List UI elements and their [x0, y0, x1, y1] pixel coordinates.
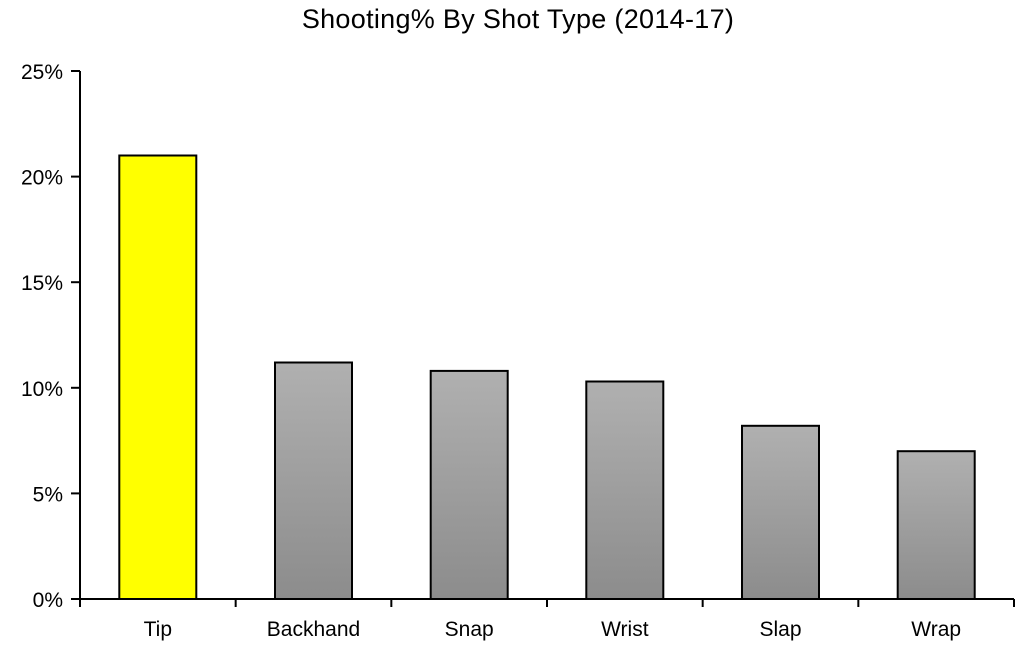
y-tick-label: 5%: [33, 483, 63, 506]
bar-tip: [118, 154, 198, 600]
y-tick-label: 20%: [21, 167, 63, 190]
bar-slap: [741, 424, 820, 600]
bar-wrist: [585, 380, 665, 600]
x-tick-label: Wrist: [601, 618, 649, 641]
y-tick-label: 15%: [21, 272, 63, 295]
x-tick-label: Tip: [144, 618, 172, 641]
bar-wrap: [896, 450, 976, 601]
bar-backhand: [274, 361, 353, 600]
labels-layer: 0% 5% 10% 15% 20% 25% Tip Backhand Snap Wrist Slap…: [21, 61, 961, 641]
x-tick-label: Backhand: [267, 618, 360, 641]
x-tick-label: Wrap: [911, 618, 961, 641]
bar-snap: [429, 369, 509, 600]
axes-layer: [71, 70, 1015, 607]
y-tick-label: 0%: [33, 589, 63, 612]
x-tick-label: Snap: [445, 618, 494, 641]
y-tick-label: 25%: [21, 61, 63, 84]
bars-layer: [118, 154, 976, 601]
chart-title: Shooting% By Shot Type (2014-17): [301, 4, 735, 34]
y-tick-label: 10%: [21, 378, 63, 401]
x-tick-label: Slap: [759, 618, 801, 641]
